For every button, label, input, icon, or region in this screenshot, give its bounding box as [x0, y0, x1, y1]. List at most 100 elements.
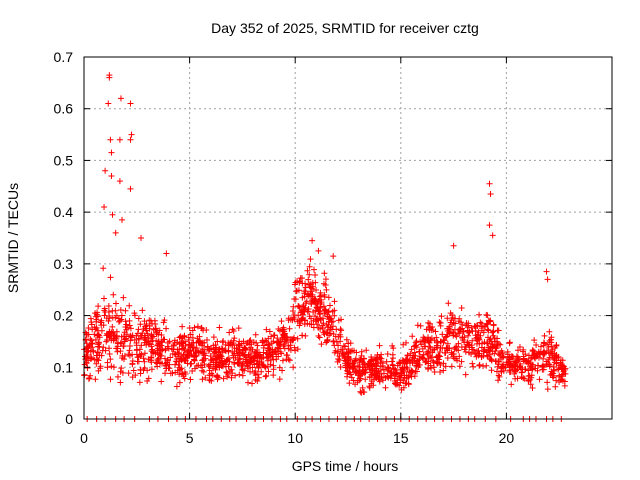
data-point — [114, 373, 121, 380]
y-tick-label: 0.6 — [54, 101, 74, 117]
data-point — [135, 315, 142, 322]
data-point — [462, 344, 469, 351]
data-point — [424, 365, 431, 372]
data-point — [258, 368, 265, 375]
data-point — [270, 372, 277, 379]
gridlines — [84, 57, 612, 419]
data-point — [304, 320, 311, 327]
data-point — [120, 294, 127, 301]
data-point — [510, 355, 517, 362]
data-point — [246, 354, 253, 361]
data-point — [312, 279, 319, 286]
data-point — [129, 332, 136, 339]
data-point — [531, 337, 538, 344]
data-point — [142, 334, 149, 341]
data-point — [346, 364, 353, 371]
data-point — [425, 355, 432, 362]
data-point — [505, 362, 512, 369]
data-point — [181, 369, 188, 376]
data-point — [92, 313, 99, 320]
data-point — [156, 343, 163, 350]
data-point-peak — [309, 237, 316, 244]
data-point — [508, 381, 515, 388]
data-point — [244, 359, 251, 366]
data-point — [344, 360, 351, 367]
data-point — [362, 376, 369, 383]
data-point — [312, 307, 319, 314]
data-point — [320, 320, 327, 327]
data-point — [263, 372, 270, 379]
data-point — [241, 344, 248, 351]
data-point — [359, 384, 366, 391]
data-point — [170, 342, 177, 349]
data-point — [448, 330, 455, 337]
data-point — [104, 359, 111, 366]
data-point — [136, 379, 143, 386]
data-point — [340, 342, 347, 349]
data-point — [201, 352, 208, 359]
data-point — [127, 325, 134, 332]
data-point — [117, 307, 124, 314]
data-point — [528, 372, 535, 379]
data-point — [351, 347, 358, 354]
data-point-peak — [486, 222, 493, 229]
data-point — [521, 356, 528, 363]
data-point — [500, 361, 507, 368]
data-point — [253, 339, 260, 346]
data-point — [215, 349, 222, 356]
data-point — [541, 332, 548, 339]
data-point — [337, 364, 344, 371]
data-point — [544, 347, 551, 354]
data-point-peak — [101, 203, 108, 210]
data-point — [228, 374, 235, 381]
data-point — [294, 346, 301, 353]
data-point — [292, 296, 299, 303]
data-point-peak — [116, 178, 123, 185]
data-point — [149, 348, 156, 355]
data-point — [265, 335, 272, 342]
data-point — [278, 350, 285, 357]
data-point — [294, 335, 301, 342]
data-point — [88, 337, 95, 344]
data-point — [328, 326, 335, 333]
data-point — [346, 369, 353, 376]
data-point — [145, 375, 152, 382]
data-point — [200, 356, 207, 363]
data-point — [352, 355, 359, 362]
data-point — [458, 358, 465, 365]
data-point — [313, 286, 320, 293]
data-point — [489, 329, 496, 336]
data-point — [246, 338, 253, 345]
axis-ticks: 0 0.1 0.2 0.3 0.4 0.5 0.6 0.7 0 5 10 15 20 — [54, 49, 612, 446]
data-point — [178, 365, 185, 372]
data-point — [155, 356, 162, 363]
data-point — [169, 350, 176, 357]
data-point — [413, 338, 420, 345]
data-point — [117, 379, 124, 386]
y-tick-label: 0.5 — [54, 152, 74, 168]
data-point — [204, 337, 210, 344]
data-point — [502, 364, 509, 371]
data-point — [259, 362, 266, 369]
data-point — [114, 343, 121, 350]
data-point — [295, 287, 302, 294]
data-point — [206, 346, 213, 353]
data-point — [178, 345, 185, 352]
data-point — [366, 374, 373, 381]
data-point — [176, 379, 183, 386]
data-point — [544, 379, 551, 386]
data-point-peak — [109, 211, 116, 218]
data-point — [480, 347, 487, 354]
data-point — [236, 360, 243, 367]
data-point — [425, 358, 432, 365]
data-point — [304, 267, 311, 274]
data-point — [107, 376, 114, 383]
data-point — [137, 370, 144, 377]
data-point — [417, 322, 424, 329]
data-point — [193, 345, 200, 352]
data-point — [169, 370, 176, 377]
data-point — [371, 372, 378, 379]
data-point — [182, 342, 189, 349]
data-point — [458, 304, 465, 311]
